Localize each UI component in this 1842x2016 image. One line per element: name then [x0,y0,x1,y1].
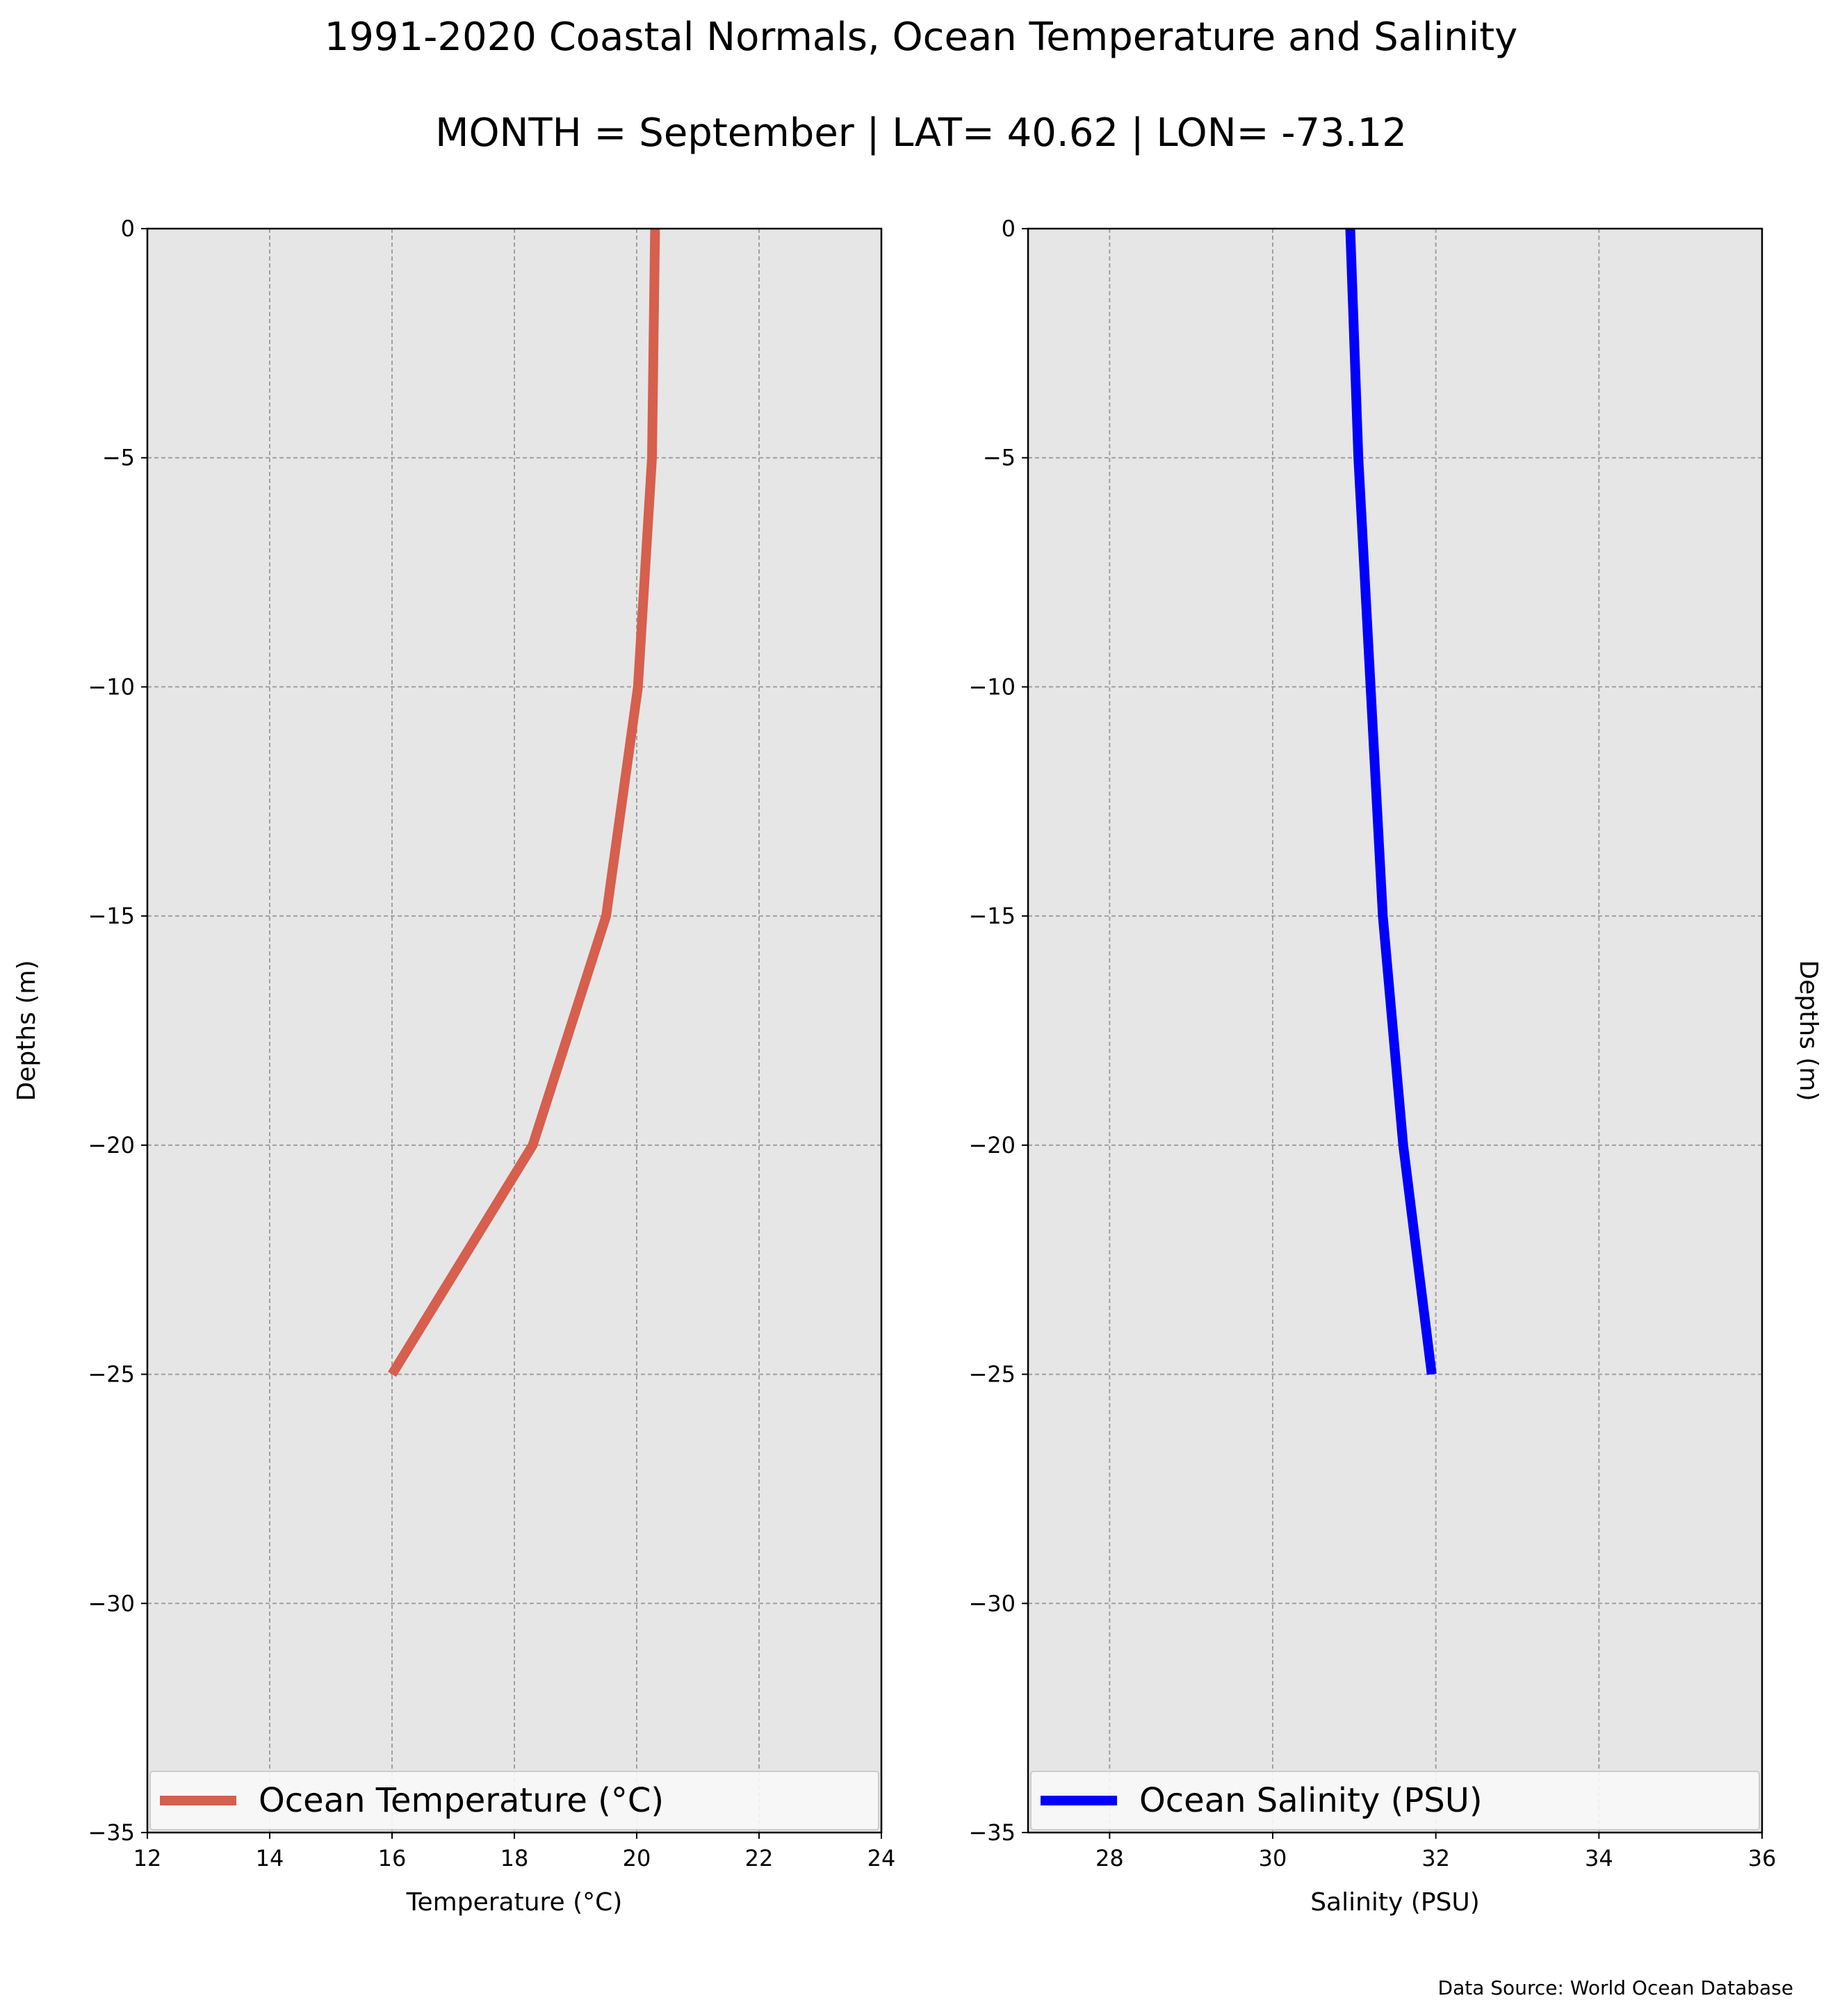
y-tick-label: −30 [968,1590,1016,1616]
x-tick-label: 34 [1585,1845,1613,1871]
x-tick-label: 18 [500,1845,529,1871]
y-tick-label: −5 [983,445,1016,471]
panels: 12 14 16 18 20 22 24 0 −5 −10 −15 −20 −25 −30 −35 Tempe… [13,215,1823,1917]
y-tick-label: −10 [88,673,135,700]
panel-1: 12 14 16 18 20 22 24 0 −5 −10 −15 −20 −25 −30 −35 Tempe… [13,215,895,1917]
x-axis-label: Temperature (°C) [406,1888,623,1917]
x-tick-label: 32 [1421,1845,1450,1871]
y-tick-label: −5 [102,445,135,471]
x-tick-label: 16 [378,1845,407,1871]
legend: Ocean Temperature (°C) [149,1771,879,1830]
chart-title: 1991-2020 Coastal Normals, Ocean Tempera… [325,15,1518,60]
y-tick-label: −25 [968,1361,1016,1388]
y-tick-label: −10 [968,673,1016,700]
y-tick-label: −15 [968,903,1016,929]
y-tick-label: −15 [88,903,135,929]
x-tick-label: 20 [623,1845,651,1871]
x-tick-label: 36 [1748,1845,1777,1871]
x-axis-label: Salinity (PSU) [1310,1888,1480,1917]
chart-subtitle: MONTH = September | LAT= 40.62 | LON= -7… [435,110,1407,156]
y-tick-label: −25 [88,1361,135,1388]
y-tick-label: 0 [121,215,135,242]
legend-label: Ocean Temperature (°C) [259,1781,664,1820]
series-line-1 [388,228,660,1377]
y-tick-label: 0 [1002,215,1016,242]
y-tick-label: −35 [968,1819,1016,1846]
x-tick-label: 22 [745,1845,774,1871]
grid [147,229,881,1833]
data-source-footer: Data Source: World Ocean Database [1438,1976,1793,1999]
y-tick-label: −20 [88,1132,135,1158]
y-axis-label: Depths (m) [13,960,41,1101]
axes-frame [1027,227,1763,1834]
y-tick-label: −30 [88,1590,135,1616]
legend-label: Ocean Salinity (PSU) [1139,1781,1483,1820]
grid [1028,229,1762,1833]
y-tick-label: −35 [88,1819,135,1846]
x-tick-label: 28 [1095,1845,1124,1871]
x-tick-label: 14 [256,1845,284,1871]
legend: Ocean Salinity (PSU) [1030,1771,1760,1830]
x-tick-label: 12 [133,1845,162,1871]
panel-2: 28 30 32 34 36 0 −5 −10 −15 −20 −25 −30 −35 Salinity … [968,215,1823,1917]
y-axis-label: Depths (m) [1794,960,1823,1101]
x-tick-label: 30 [1259,1845,1287,1871]
y-tick-label: −20 [968,1132,1016,1158]
legend-box [1030,1771,1760,1830]
legend-box [149,1771,879,1830]
series-line-1 [1345,228,1437,1375]
x-tick-label: 24 [867,1845,896,1871]
